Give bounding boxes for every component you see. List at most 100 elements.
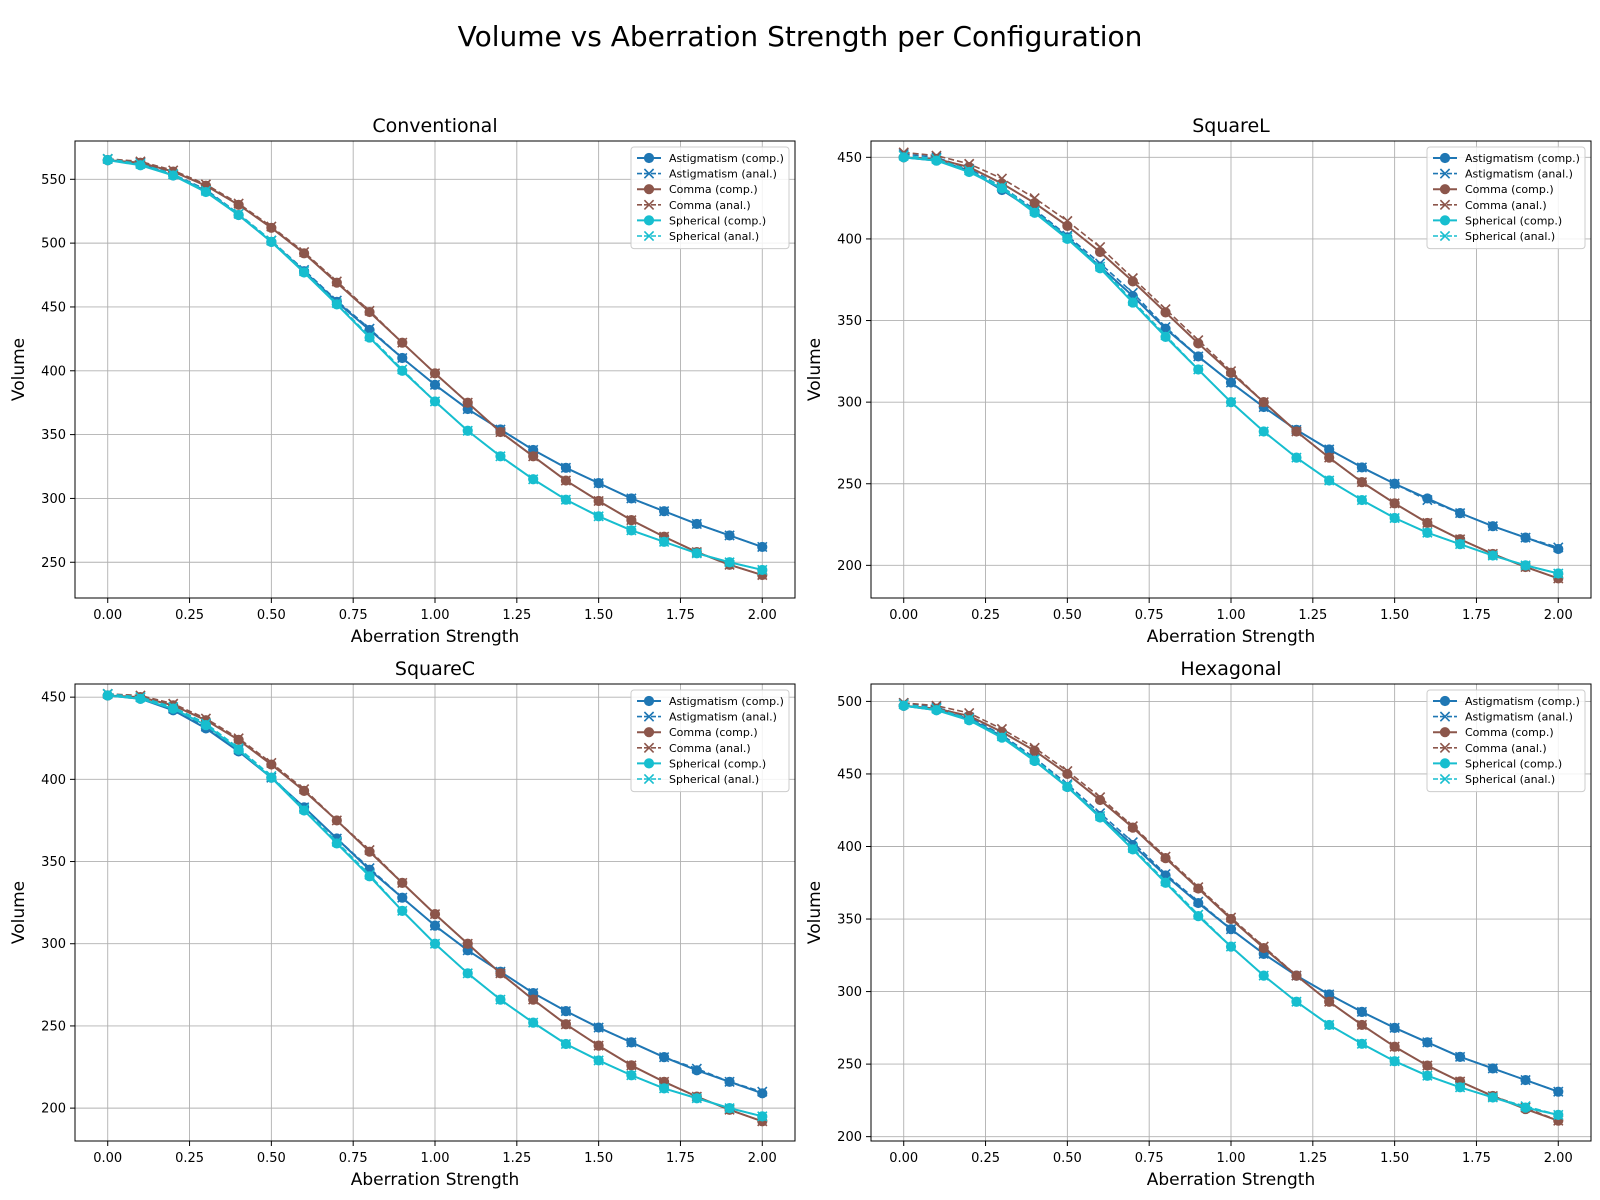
data-point [1324,996,1335,1007]
data-point [1225,913,1237,925]
data-point [1356,1038,1368,1049]
data-point [724,530,735,541]
data-point [1324,1019,1335,1031]
subplot-grid: 0.00 0.25 0.50 0.75 1.00 1.25 1.50 1.75 2.00 250 3… [9,115,1592,1190]
y-tick-label: 200 [837,1130,862,1145]
data-point [331,276,342,287]
y-tick-label: 400 [837,232,862,247]
data-point [691,1063,702,1074]
data-point [931,153,942,165]
data-point [495,968,506,979]
data-point [724,557,735,568]
legend-box [630,146,790,250]
data-point [1487,521,1498,532]
legend-item: Comma (comp.) [1433,183,1554,196]
legend-marker [643,742,655,753]
data-point [298,805,310,816]
y-tick-label: 350 [837,913,862,928]
subplot-title: Hexagonal [1180,658,1281,680]
legend-label: Spherical (anal.) [1465,773,1555,786]
legend-item: Astigmatism (anal.) [637,711,777,724]
x-axis: 0.00 0.25 0.50 0.75 1.00 1.25 1.50 1.75 2.00 [889,598,1573,623]
data-point [364,331,375,342]
data-point [1487,1063,1498,1074]
series-spherical-analytic [898,150,1564,579]
data-point [1029,207,1040,218]
data-point [1127,844,1138,855]
legend-marker [1439,230,1451,242]
data-point [1193,351,1204,362]
data-point [1422,1060,1433,1071]
data-point [560,1005,572,1017]
x-tick-label: 0.50 [257,1151,286,1166]
y-tick-label: 300 [837,396,862,411]
data-point [397,877,408,889]
y-tick-label: 250 [837,1058,862,1073]
legend-label: Astigmatism (anal.) [669,711,777,724]
legend-marker [1439,758,1451,769]
data-point [266,770,277,782]
data-point [1454,507,1466,519]
legend-marker [643,230,655,242]
x-tick-label: 0.75 [339,608,368,623]
data-point [462,397,473,408]
data-point [1160,331,1171,342]
legend-label: Astigmatism (anal.) [1465,168,1573,181]
legend-label: Astigmatism (comp.) [669,152,784,165]
data-point [593,1022,604,1033]
y-axis: 200 250 300 350 400 450 [41,691,75,1117]
data-point [331,836,342,847]
x-tick-label: 2.00 [1544,608,1573,623]
x-tick-label: 2.00 [1544,1151,1573,1166]
legend-item: Spherical (anal.) [1433,230,1555,243]
y-axis-label: Volume [805,338,825,401]
data-point [964,713,975,724]
y-tick-label: 400 [41,364,66,379]
data-point [429,920,441,931]
data-point [233,209,244,221]
data-point [266,772,277,783]
data-point [1356,494,1368,506]
data-point [1029,742,1040,754]
data-point [1422,1070,1433,1081]
data-point [757,1086,768,1097]
data-point [528,994,539,1005]
data-point [462,938,473,949]
data-point [1553,1109,1564,1121]
data-point [1324,452,1335,463]
data-point [626,1037,637,1048]
legend-item: Spherical (comp.) [1433,214,1562,227]
data-point [1094,812,1106,823]
data-point [1094,246,1106,258]
x-tick-label: 0.25 [971,608,1000,623]
y-tick-label: 450 [41,691,66,706]
data-point [1225,396,1237,408]
series-group [102,153,768,581]
data-point [102,153,113,165]
data-point [1160,876,1171,887]
x-tick-label: 1.25 [1298,1151,1327,1166]
legend-marker [643,727,655,738]
data-point [1062,215,1073,227]
y-tick-label: 250 [41,1019,66,1034]
subplot-title: Conventional [372,115,497,137]
legend-marker [1439,695,1451,707]
legend-label: Comma (anal.) [669,199,751,212]
legend-item: Astigmatism (anal.) [1433,168,1573,181]
series-spherical-analytic [102,688,768,1122]
data-point [1225,365,1237,377]
x-axis-label: Aberration Strength [351,627,519,647]
legend-box [1426,689,1586,793]
x-tick-label: 1.00 [1217,608,1246,623]
subplot-3: 0.00 0.25 0.50 0.75 1.00 1.25 1.50 1.75 2.00 2002… [9,658,796,1190]
x-axis: 0.00 0.25 0.50 0.75 1.00 1.25 1.50 1.75 2.00 [93,1141,777,1166]
y-tick-label: 250 [837,477,862,492]
series-spherical-analytic [898,699,1564,1121]
data-point [1193,911,1204,922]
legend-box [1426,146,1586,250]
x-tick-label: 1.75 [666,1151,695,1166]
legend: Astigmatism (comp.) Astigmatism (anal.) Co… [630,689,790,793]
x-tick-label: 0.00 [93,608,122,623]
data-point [429,908,441,920]
legend-label: Spherical (comp.) [1465,757,1562,770]
